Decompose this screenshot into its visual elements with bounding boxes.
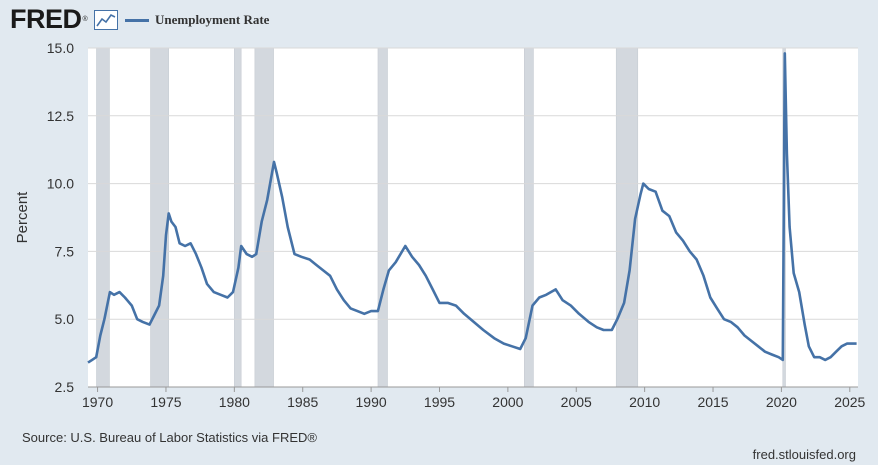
x-tick-label: 2020 — [766, 394, 797, 410]
source-note: Source: U.S. Bureau of Labor Statistics … — [22, 430, 317, 445]
chart-legend: Unemployment Rate — [125, 12, 269, 28]
y-tick-label: 2.5 — [55, 379, 75, 395]
y-tick-label: 7.5 — [55, 243, 75, 259]
series-line-unemployment-rate — [87, 52, 857, 364]
site-url[interactable]: fred.stlouisfed.org — [752, 447, 856, 462]
x-tick-label: 1970 — [82, 394, 113, 410]
x-tick-label: 2025 — [834, 394, 865, 410]
chart-header: FRED ® Unemployment Rate — [0, 0, 878, 40]
y-axis-label: Percent — [14, 191, 31, 244]
y-tick-label: 5.0 — [55, 311, 75, 327]
x-tick-label: 1985 — [287, 394, 318, 410]
recession-shading — [150, 47, 169, 388]
legend-label: Unemployment Rate — [155, 12, 270, 27]
recession-shading — [96, 47, 110, 388]
logo-registered-mark: ® — [82, 16, 88, 23]
x-tick-label: 1975 — [150, 394, 181, 410]
x-tick-label: 1980 — [219, 394, 250, 410]
x-tick-label: 2010 — [629, 394, 660, 410]
recession-shading — [254, 47, 274, 388]
recession-shading — [377, 47, 388, 388]
x-tick-label: 2005 — [561, 394, 592, 410]
trend-line-icon — [93, 9, 118, 30]
x-tick-label: 2000 — [492, 394, 523, 410]
y-tick-label: 10.0 — [47, 176, 74, 192]
x-tick-label: 2015 — [697, 394, 728, 410]
y-tick-label: 12.5 — [47, 108, 74, 124]
logo-text: FRED — [10, 4, 82, 34]
x-tick-label: 1995 — [424, 394, 455, 410]
x-tick-label: 1990 — [356, 394, 387, 410]
legend-swatch — [125, 18, 149, 22]
plot-background — [88, 48, 858, 387]
recession-shading — [234, 47, 242, 388]
y-tick-label: 15.0 — [47, 40, 74, 56]
fred-logo[interactable]: FRED ® — [10, 6, 118, 33]
chart-area: 2.5 5.0 7.5 10.0 12.5 15.0 1970 1975 1980 1985 19… — [14, 40, 866, 410]
